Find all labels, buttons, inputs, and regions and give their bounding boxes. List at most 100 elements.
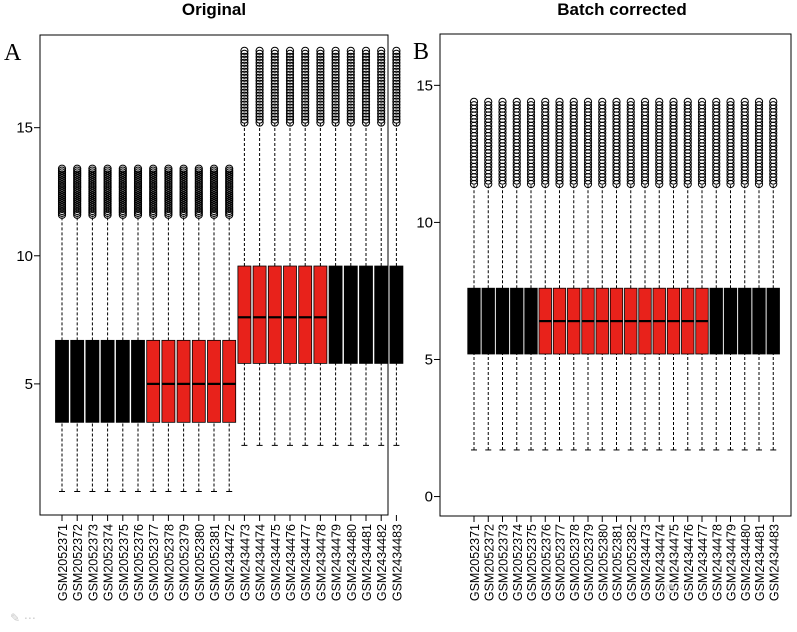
outlier-point xyxy=(301,58,310,67)
outlier-point xyxy=(331,100,340,109)
outlier-point xyxy=(469,97,479,106)
outlier-point xyxy=(270,67,279,76)
outlier-point xyxy=(469,101,479,110)
outlier-point xyxy=(754,101,764,110)
outlier-point xyxy=(555,97,564,106)
outlier-point xyxy=(331,64,340,73)
outlier-point xyxy=(285,109,295,118)
outlier-point xyxy=(255,49,264,58)
box xyxy=(359,265,373,364)
outlier-point xyxy=(392,46,401,55)
outlier-point xyxy=(392,97,401,106)
outlier-point xyxy=(346,85,355,94)
outlier-point xyxy=(377,67,386,76)
outlier-point xyxy=(331,76,340,85)
outlier-point xyxy=(316,52,325,61)
outlier-point xyxy=(669,97,678,106)
outlier-point xyxy=(346,100,355,109)
outlier-point xyxy=(612,97,621,106)
outlier-point xyxy=(346,55,355,64)
outlier-point xyxy=(377,55,386,64)
watermark-right: ◔ ⋯ xyxy=(665,581,691,595)
x-tick-label: GSM2052375 xyxy=(525,524,539,601)
outlier-point xyxy=(270,106,279,115)
outlier-point xyxy=(346,61,355,70)
x-tick-label: GSM2434476 xyxy=(284,524,298,601)
outlier-point xyxy=(526,101,536,110)
outlier-point xyxy=(498,101,507,110)
outlier-point xyxy=(301,46,310,55)
outlier-point xyxy=(361,64,371,73)
outlier-point xyxy=(255,64,264,73)
x-tick-label: GSM2052381 xyxy=(611,524,625,601)
outlier-point xyxy=(270,61,279,70)
outlier-point xyxy=(285,46,295,55)
outlier-point xyxy=(270,118,279,127)
outlier-point xyxy=(240,64,249,73)
outlier-point xyxy=(133,164,143,173)
outlier-point xyxy=(346,112,355,121)
outlier-point xyxy=(316,67,325,76)
outlier-point xyxy=(240,73,249,82)
outlier-point xyxy=(598,97,607,106)
outlier-point xyxy=(255,79,264,88)
outlier-point xyxy=(361,85,371,94)
outlier-point xyxy=(331,70,340,79)
outlier-point xyxy=(626,97,635,106)
y-tick-label: 5 xyxy=(425,351,433,368)
outlier-point xyxy=(640,101,650,110)
outlier-point xyxy=(726,101,735,110)
outlier-point xyxy=(240,76,249,85)
y-tick-label: 15 xyxy=(416,77,433,94)
outlier-point xyxy=(361,82,371,91)
outlier-point xyxy=(361,103,371,112)
outlier-point xyxy=(88,164,97,173)
outlier-point xyxy=(301,106,310,115)
outlier-point xyxy=(377,46,386,55)
box xyxy=(389,265,404,364)
x-tick-label: GSM2434478 xyxy=(710,524,724,601)
outlier-point xyxy=(301,67,310,76)
outlier-point xyxy=(331,46,340,55)
outlier-point xyxy=(377,64,386,73)
outlier-point xyxy=(240,109,249,118)
outlier-point xyxy=(361,55,371,64)
x-tick-label: GSM2052378 xyxy=(162,524,176,601)
outlier-point xyxy=(612,101,621,110)
outlier-point xyxy=(103,164,112,173)
outlier-point xyxy=(301,49,310,58)
outlier-point xyxy=(512,101,521,110)
box xyxy=(298,265,313,364)
outlier-point xyxy=(73,164,82,173)
outlier-point xyxy=(194,164,203,173)
outlier-point xyxy=(392,61,401,70)
watermark: ✎ ⋯ ◔ ⋯ xyxy=(10,581,691,625)
outlier-point xyxy=(285,79,295,88)
x-tick-label: GSM2434473 xyxy=(639,524,653,601)
x-tick-label: GSM2052376 xyxy=(539,524,553,601)
panel-label: A xyxy=(4,40,22,66)
x-tick-label: GSM2434475 xyxy=(668,524,682,601)
outlier-point xyxy=(301,115,310,124)
outlier-point xyxy=(346,94,355,103)
x-tick-label: GSM2434480 xyxy=(345,524,359,601)
outlier-point xyxy=(377,49,386,58)
outlier-point xyxy=(301,118,310,127)
outlier-point xyxy=(392,52,401,61)
box xyxy=(267,265,282,364)
outlier-point xyxy=(346,58,355,67)
outlier-point xyxy=(316,88,325,97)
outlier-point xyxy=(377,58,386,67)
outlier-point xyxy=(255,85,264,94)
outlier-point xyxy=(301,79,310,88)
outlier-point xyxy=(331,67,340,76)
outlier-point xyxy=(316,58,325,67)
outlier-point xyxy=(331,61,340,70)
outlier-point xyxy=(392,76,401,85)
outlier-point xyxy=(377,61,386,70)
x-tick-label: GSM2052377 xyxy=(554,524,568,601)
outlier-point xyxy=(346,82,355,91)
outlier-point xyxy=(331,58,340,67)
outlier-point xyxy=(392,67,401,76)
